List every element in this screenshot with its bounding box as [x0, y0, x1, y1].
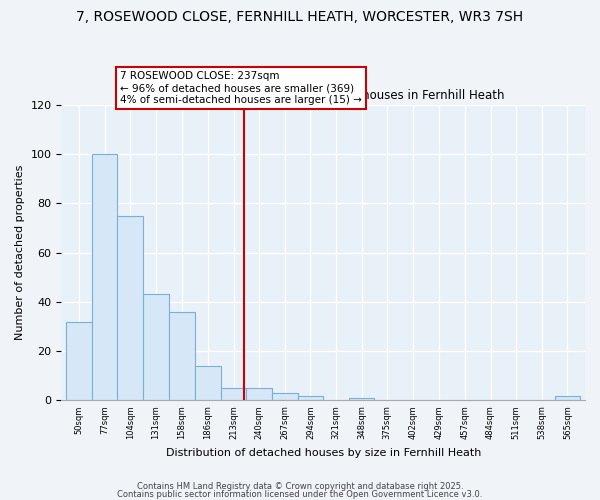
Bar: [66, 322, 92, 400]
Text: Contains HM Land Registry data © Crown copyright and database right 2025.: Contains HM Land Registry data © Crown c…: [137, 482, 463, 491]
Bar: [92, 154, 118, 400]
Text: 7, ROSEWOOD CLOSE, FERNHILL HEATH, WORCESTER, WR3 7SH: 7, ROSEWOOD CLOSE, FERNHILL HEATH, WORCE…: [76, 10, 524, 24]
Bar: [272, 393, 298, 400]
Title: Size of property relative to detached houses in Fernhill Heath: Size of property relative to detached ho…: [142, 89, 505, 102]
Bar: [349, 398, 374, 400]
Bar: [195, 366, 221, 400]
Bar: [169, 312, 195, 400]
Y-axis label: Number of detached properties: Number of detached properties: [15, 165, 25, 340]
Bar: [221, 388, 247, 400]
Text: Contains public sector information licensed under the Open Government Licence v3: Contains public sector information licen…: [118, 490, 482, 499]
Bar: [118, 216, 143, 400]
Bar: [298, 396, 323, 400]
Text: 7 ROSEWOOD CLOSE: 237sqm
← 96% of detached houses are smaller (369)
4% of semi-d: 7 ROSEWOOD CLOSE: 237sqm ← 96% of detach…: [120, 72, 362, 104]
Bar: [554, 396, 580, 400]
Bar: [247, 388, 272, 400]
X-axis label: Distribution of detached houses by size in Fernhill Heath: Distribution of detached houses by size …: [166, 448, 481, 458]
Bar: [143, 294, 169, 401]
